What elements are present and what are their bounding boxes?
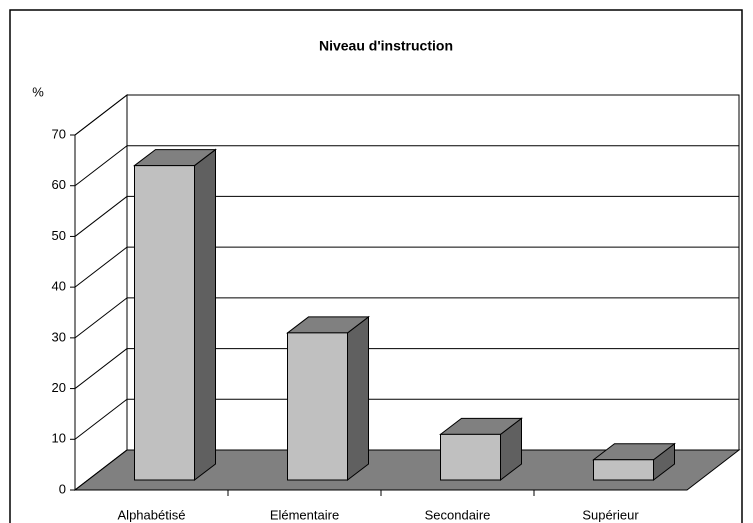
bar-front <box>134 165 195 481</box>
bar-front <box>287 332 348 481</box>
y-tick-label: 40 <box>52 279 66 294</box>
y-tick-label: 20 <box>52 380 66 395</box>
y-tick-label: 30 <box>52 329 66 344</box>
bar <box>286 315 370 482</box>
y-axis-label: % <box>32 84 44 99</box>
x-tick-label: Alphabétisé <box>118 507 186 522</box>
chart-title: Niveau d'instruction <box>319 38 453 54</box>
x-tick-label: Elémentaire <box>270 507 339 522</box>
y-tick-label: 60 <box>52 177 66 192</box>
grid-line-side <box>74 398 128 440</box>
grid-line-side <box>74 246 128 288</box>
bar-side <box>347 315 369 482</box>
back-wall <box>126 94 740 451</box>
grid-line-side <box>74 348 128 389</box>
bar <box>439 417 523 482</box>
side-wall <box>74 93 128 492</box>
bar <box>133 148 217 482</box>
y-tick-label: 70 <box>52 126 66 141</box>
grid-line-side <box>74 449 128 491</box>
y-tick-label: 0 <box>59 481 66 496</box>
bar-side <box>194 148 216 482</box>
y-tick-label: 50 <box>52 228 66 243</box>
grid-line-side <box>74 297 128 339</box>
x-tick-label: Supérieur <box>582 507 639 522</box>
y-tick-label: 10 <box>52 431 66 446</box>
bar-front <box>593 459 654 481</box>
bar <box>592 442 676 482</box>
bar-front <box>440 433 501 481</box>
grid-line-side <box>74 196 128 237</box>
grid-line-side <box>74 145 128 187</box>
grid-line-side <box>74 94 128 136</box>
x-tick-label: Secondaire <box>425 507 491 522</box>
